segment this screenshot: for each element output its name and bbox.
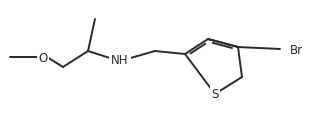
Text: S: S: [211, 88, 219, 101]
Text: O: O: [38, 51, 48, 64]
Text: Br: Br: [290, 43, 303, 56]
Text: NH: NH: [111, 53, 129, 66]
